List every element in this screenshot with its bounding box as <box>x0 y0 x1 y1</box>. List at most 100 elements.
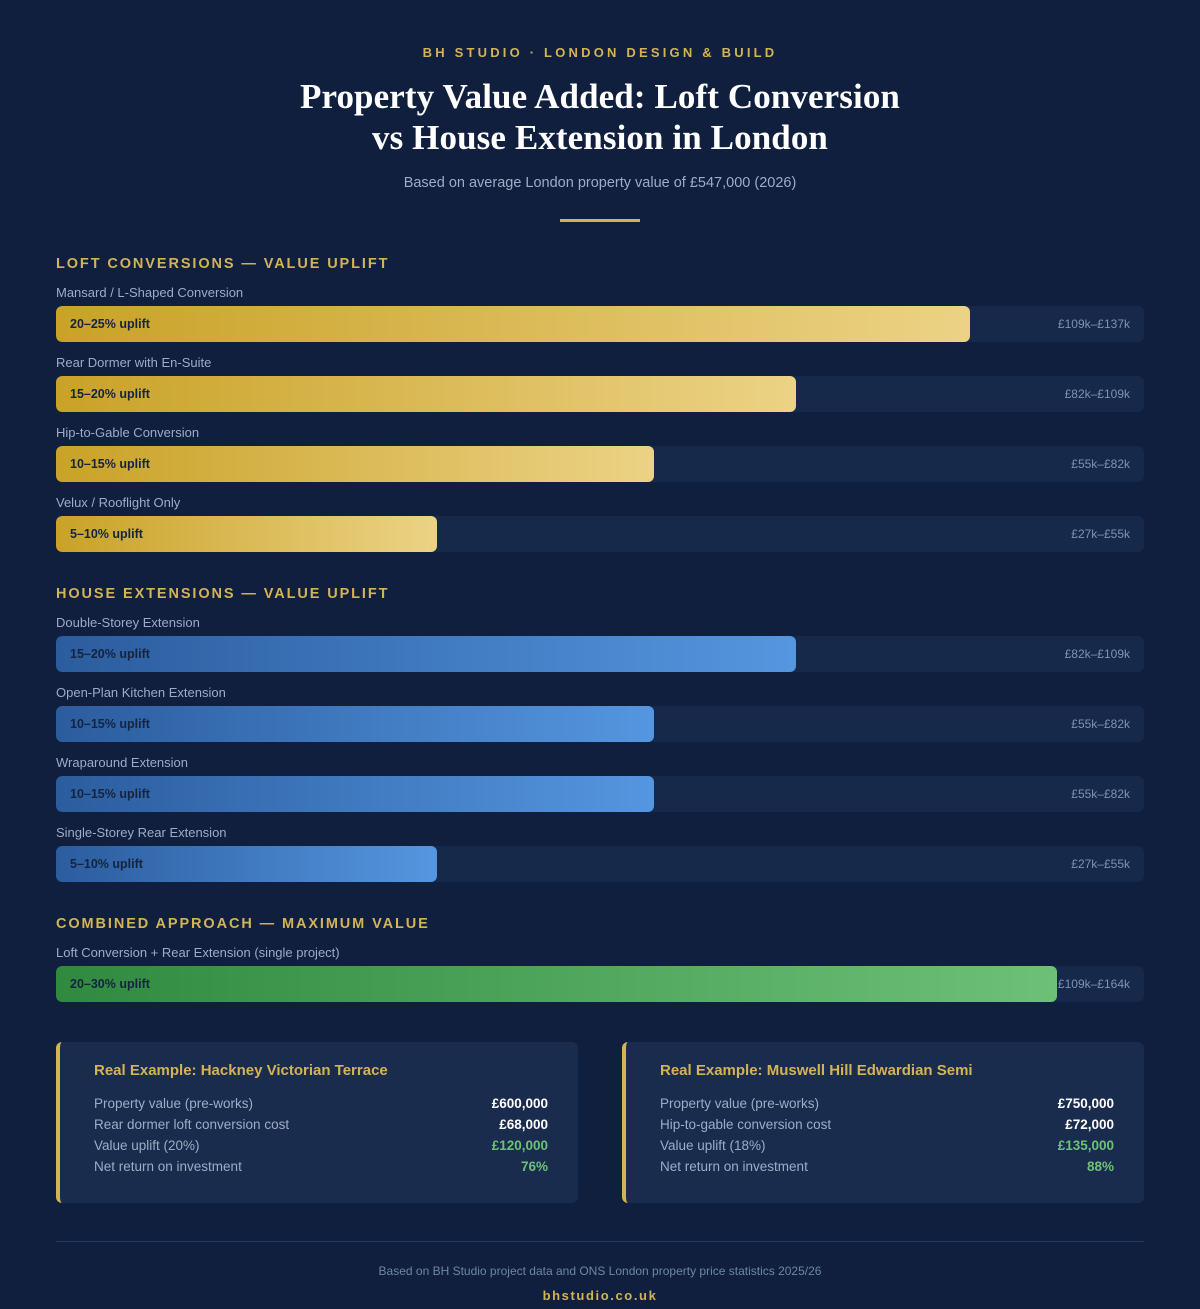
bar-range-text: £82k–£109k <box>1064 386 1130 401</box>
card-row-key: Net return on investment <box>94 1158 242 1174</box>
bar-label: Hip-to-Gable Conversion <box>56 424 200 440</box>
page-subtitle: Based on average London property value o… <box>403 174 797 191</box>
bar-uplift-text: 5–10% uplift <box>70 526 143 541</box>
card-row-key: Rear dormer loft conversion cost <box>94 1116 290 1132</box>
bar-label: Single-Storey Rear Extension <box>56 824 227 840</box>
bar-row: Hip-to-Gable Conversion 10–15% uplift £5… <box>56 425 1144 482</box>
bar-label: Open-Plan Kitchen Extension <box>56 684 226 700</box>
page-title-line-1: Property Value Added: Loft Conversion <box>299 77 901 116</box>
bar-range-text: £55k–£82k <box>1071 716 1130 731</box>
card-row: Hip-to-gable conversion cost £72,000 <box>660 1114 1114 1135</box>
card-row-key: Property value (pre-works) <box>94 1095 254 1111</box>
header: BH STUDIO · LONDON DESIGN & BUILD Proper… <box>0 0 1200 222</box>
bar-fill: 20–30% uplift <box>56 965 1057 1002</box>
card-row: Value uplift (20%) £120,000 <box>94 1135 548 1156</box>
example-cards: Real Example: Hackney Victorian Terrace … <box>56 1041 1144 1203</box>
bar-track: 15–20% uplift £82k–£109k <box>56 635 1144 672</box>
bar-range-text: £109k–£164k <box>1057 976 1130 991</box>
section-house-extensions: HOUSE EXTENSIONS — VALUE UPLIFT Double-S… <box>56 586 1144 882</box>
card-row: Property value (pre-works) £750,000 <box>660 1093 1114 1114</box>
footer-source-note: Based on BH Studio project data and ONS … <box>378 1263 822 1278</box>
example-card-muswell-hill: Real Example: Muswell Hill Edwardian Sem… <box>622 1041 1144 1203</box>
bar-row: Double-Storey Extension 15–20% uplift £8… <box>56 615 1144 672</box>
bar-range-text: £82k–£109k <box>1064 646 1130 661</box>
footer-website-link[interactable]: bhstudio.co.uk <box>542 1287 658 1303</box>
card-row: Net return on investment 88% <box>660 1156 1114 1177</box>
bar-row: Loft Conversion + Rear Extension (single… <box>56 945 1144 1002</box>
example-card-hackney: Real Example: Hackney Victorian Terrace … <box>56 1041 578 1203</box>
bar-label: Mansard / L-Shaped Conversion <box>56 284 244 300</box>
card-row-key: Hip-to-gable conversion cost <box>660 1116 832 1132</box>
main-content: LOFT CONVERSIONS — VALUE UPLIFT Mansard … <box>0 256 1200 1203</box>
bar-fill: 5–10% uplift <box>56 515 437 552</box>
card-row-value: 76% <box>520 1158 548 1174</box>
card-row-key: Net return on investment <box>660 1158 808 1174</box>
bar-fill: 10–15% uplift <box>56 705 655 742</box>
bar-uplift-text: 20–30% uplift <box>70 976 150 991</box>
bar-row: Wraparound Extension 10–15% uplift £55k–… <box>56 755 1144 812</box>
card-row-value: 88% <box>1086 1158 1114 1174</box>
bar-track: 10–15% uplift £55k–£82k <box>56 705 1144 742</box>
bar-track: 20–30% uplift £109k–£164k <box>56 965 1144 1002</box>
card-row-value: £120,000 <box>491 1137 548 1153</box>
card-row: Property value (pre-works) £600,000 <box>94 1093 548 1114</box>
section-loft-conversions: LOFT CONVERSIONS — VALUE UPLIFT Mansard … <box>56 256 1144 552</box>
card-row-key: Property value (pre-works) <box>660 1095 820 1111</box>
bar-label: Velux / Rooflight Only <box>56 494 181 510</box>
bar-uplift-text: 15–20% uplift <box>70 646 150 661</box>
bar-uplift-text: 10–15% uplift <box>70 456 150 471</box>
bar-track: 10–15% uplift £55k–£82k <box>56 775 1144 812</box>
section-combined-approach: COMBINED APPROACH — MAXIMUM VALUE Loft C… <box>56 916 1144 1002</box>
section-heading-loft: LOFT CONVERSIONS — VALUE UPLIFT <box>56 255 390 272</box>
card-title: Real Example: Muswell Hill Edwardian Sem… <box>660 1061 973 1079</box>
bar-uplift-text: 10–15% uplift <box>70 716 150 731</box>
bar-label: Rear Dormer with En-Suite <box>56 354 212 370</box>
card-row: Net return on investment 76% <box>94 1156 548 1177</box>
brand-eyebrow: BH STUDIO · LONDON DESIGN & BUILD <box>422 45 778 60</box>
bar-uplift-text: 5–10% uplift <box>70 856 143 871</box>
bar-row: Mansard / L-Shaped Conversion 20–25% upl… <box>56 285 1144 342</box>
bar-track: 5–10% uplift £27k–£55k <box>56 845 1144 882</box>
section-heading-combined: COMBINED APPROACH — MAXIMUM VALUE <box>56 915 430 932</box>
bar-range-text: £55k–£82k <box>1071 786 1130 801</box>
bar-row: Rear Dormer with En-Suite 15–20% uplift … <box>56 355 1144 412</box>
card-row-key: Value uplift (20%) <box>94 1137 200 1153</box>
section-heading-extensions: HOUSE EXTENSIONS — VALUE UPLIFT <box>56 585 390 602</box>
bar-row: Single-Storey Rear Extension 5–10% uplif… <box>56 825 1144 882</box>
card-row-value: £72,000 <box>1065 1116 1114 1132</box>
card-row-value: £600,000 <box>491 1095 548 1111</box>
bar-track: 15–20% uplift £82k–£109k <box>56 375 1144 412</box>
title-divider <box>560 218 640 222</box>
page-title: Property Value Added: Loft Conversion vs… <box>0 76 1200 159</box>
bar-fill: 10–15% uplift <box>56 775 655 812</box>
card-row-value: £135,000 <box>1057 1137 1114 1153</box>
bar-uplift-text: 20–25% uplift <box>70 316 150 331</box>
card-row: Rear dormer loft conversion cost £68,000 <box>94 1114 548 1135</box>
bar-track: 20–25% uplift £109k–£137k <box>56 305 1144 342</box>
bar-range-text: £27k–£55k <box>1071 526 1130 541</box>
bar-label: Wraparound Extension <box>56 754 189 770</box>
bar-range-text: £109k–£137k <box>1057 316 1130 331</box>
bar-range-text: £27k–£55k <box>1071 856 1130 871</box>
bar-row: Velux / Rooflight Only 5–10% uplift £27k… <box>56 495 1144 552</box>
bar-track: 10–15% uplift £55k–£82k <box>56 445 1144 482</box>
bar-range-text: £55k–£82k <box>1071 456 1130 471</box>
bar-uplift-text: 15–20% uplift <box>70 386 150 401</box>
card-title: Real Example: Hackney Victorian Terrace <box>94 1061 388 1079</box>
bar-fill: 10–15% uplift <box>56 445 655 482</box>
bar-row: Open-Plan Kitchen Extension 10–15% uplif… <box>56 685 1144 742</box>
bar-fill: 20–25% uplift <box>56 305 970 342</box>
bar-label: Double-Storey Extension <box>56 614 200 630</box>
card-row-key: Value uplift (18%) <box>660 1137 766 1153</box>
bar-uplift-text: 10–15% uplift <box>70 786 150 801</box>
bar-fill: 15–20% uplift <box>56 635 796 672</box>
bar-fill: 5–10% uplift <box>56 845 437 882</box>
bar-track: 5–10% uplift £27k–£55k <box>56 515 1144 552</box>
card-row: Value uplift (18%) £135,000 <box>660 1135 1114 1156</box>
card-row-value: £68,000 <box>499 1116 548 1132</box>
footer: Based on BH Studio project data and ONS … <box>56 1240 1144 1303</box>
page-title-line-2: vs House Extension in London <box>371 118 828 158</box>
bar-fill: 15–20% uplift <box>56 375 796 412</box>
bar-label: Loft Conversion + Rear Extension (single… <box>56 944 340 960</box>
